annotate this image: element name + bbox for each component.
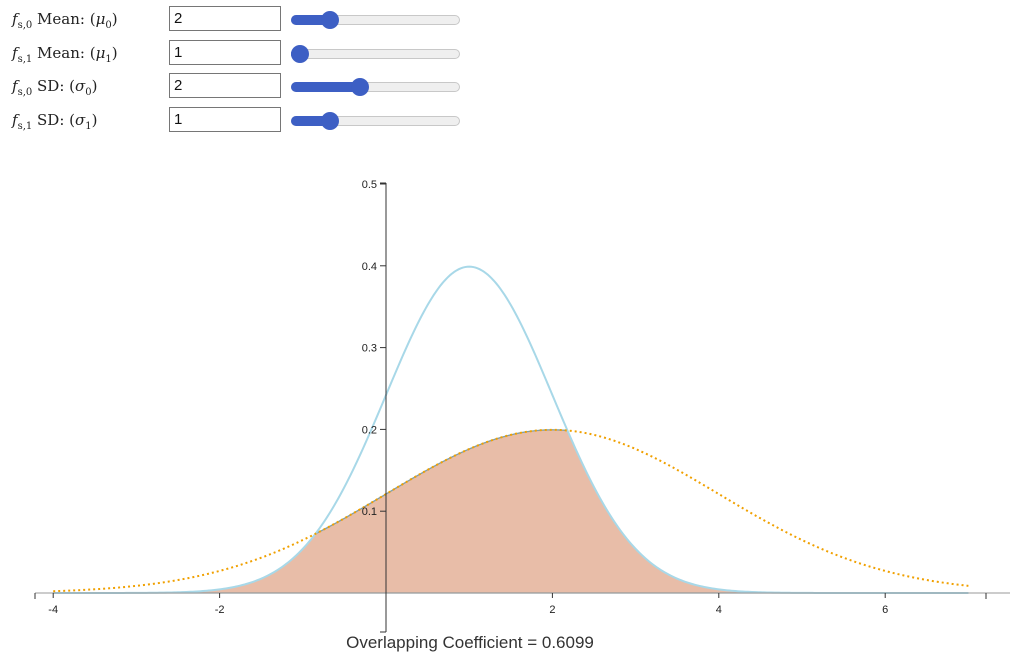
slider-fill [291,116,331,126]
control-input-sd0[interactable] [169,73,281,98]
control-input-mu1[interactable] [169,40,281,65]
slider-thumb[interactable] [291,45,309,63]
control-slider-sd0[interactable] [291,78,460,96]
control-row-sd0: fs,0 SD: (σ0) [0,73,470,101]
control-row-mu0: fs,0 Mean: (μ0) [0,6,470,34]
density-curve-f0 [53,428,969,593]
overlap-coefficient-caption: Overlapping Coefficient = 0.6099 [346,633,594,652]
control-label-mu0: fs,0 Mean: (μ0) [12,10,118,31]
slider-fill [291,82,361,92]
control-label-sd1: fs,1 SD: (σ1) [12,111,98,132]
x-tick-label: -4 [48,604,58,616]
x-tick-label: 4 [716,604,722,616]
y-tick-label: 0.2 [362,424,377,436]
control-row-mu1: fs,1 Mean: (μ1) [0,40,470,68]
x-tick-label: 2 [549,604,555,616]
slider-thumb[interactable] [321,112,340,130]
control-label-sd0: fs,0 SD: (σ0) [12,77,98,98]
control-slider-mu0[interactable] [291,11,460,29]
slider-thumb[interactable] [351,78,370,96]
control-row-sd1: fs,1 SD: (σ1) [0,107,470,135]
y-tick-label: 0.3 [362,343,377,355]
y-tick-label: 0.1 [362,506,377,518]
control-input-sd1[interactable] [169,107,281,132]
control-slider-sd1[interactable] [291,112,460,130]
slider-fill [291,15,331,25]
y-tick-label: 0.5 [362,179,377,191]
control-input-mu0[interactable] [169,6,281,31]
y-tick-label: 0.4 [362,261,377,273]
x-tick-label: -2 [215,604,225,616]
slider-thumb[interactable] [321,11,340,29]
control-label-mu1: fs,1 Mean: (μ1) [12,44,118,65]
control-slider-mu1[interactable] [291,45,460,63]
x-tick-label: 6 [882,604,888,616]
overlap-area [53,429,969,594]
